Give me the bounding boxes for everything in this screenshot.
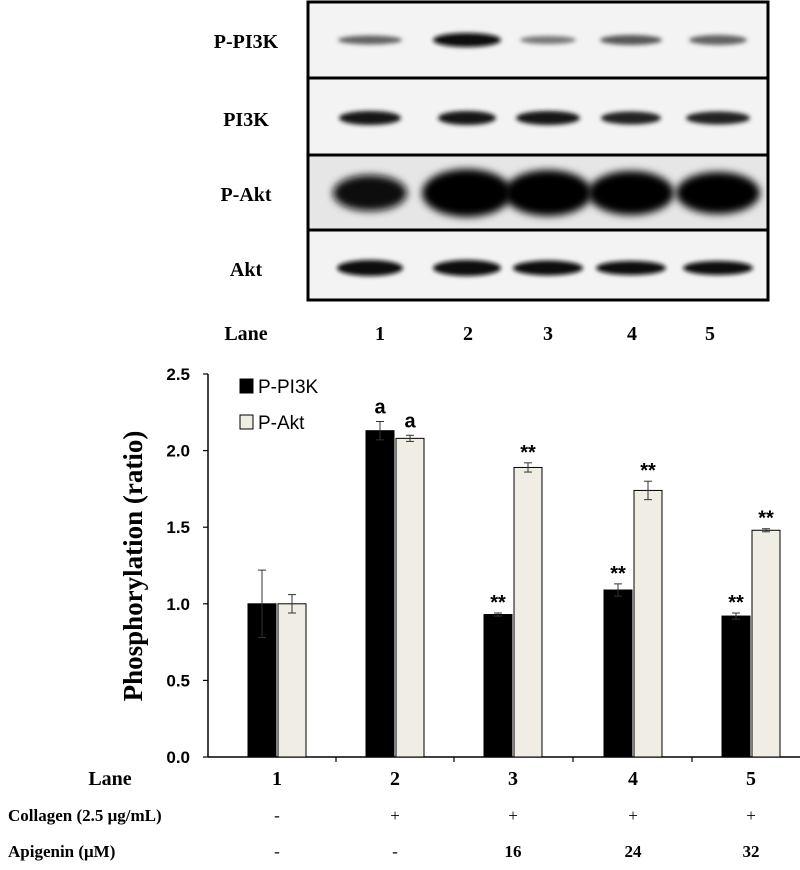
x-tick-label: 1 <box>272 768 282 790</box>
blot-row-2: PI3K <box>223 76 770 157</box>
y-tick-label: 2.5 <box>166 365 190 384</box>
blot-band <box>337 260 403 276</box>
y-tick-label: 2.0 <box>166 442 190 461</box>
condition-value: + <box>390 806 400 825</box>
significance-label: ** <box>758 508 774 530</box>
bar-ppi3k-lane-3 <box>483 614 513 758</box>
bar-ppi3k-lane-2 <box>365 430 395 758</box>
bar-pakt-lane-3 <box>513 466 543 758</box>
bar-pakt-lane-4 <box>633 489 663 758</box>
blot-band <box>683 261 753 275</box>
blot-lane-number: 4 <box>627 323 637 345</box>
y-tick-label: 1.5 <box>166 518 190 537</box>
bar-ppi3k-lane-5 <box>721 615 751 758</box>
blot-band <box>600 35 662 45</box>
blot-band <box>689 35 747 45</box>
y-tick-label: 1.0 <box>166 595 190 614</box>
blot-row-1: P-PI3K <box>214 0 770 80</box>
blot-band <box>338 35 402 45</box>
condition-value: 16 <box>505 842 522 861</box>
blot-band <box>686 111 750 125</box>
blot-band <box>676 172 760 214</box>
blot-band <box>601 111 661 125</box>
legend-swatch <box>239 414 254 430</box>
blot-row-4: Akt <box>230 228 770 302</box>
blot-band <box>422 169 512 217</box>
significance-label: ** <box>520 442 536 464</box>
condition-value: + <box>508 806 518 825</box>
y-axis-label: Phosphorylation (ratio) <box>118 431 148 702</box>
legend-label: P-Akt <box>258 413 305 434</box>
x-tick-label: 3 <box>508 768 518 790</box>
blot-band <box>333 175 407 211</box>
condition-value: 24 <box>625 842 643 861</box>
significance-label: ** <box>610 563 626 585</box>
condition-value: + <box>746 806 756 825</box>
blot-lane-number: 1 <box>375 323 385 345</box>
bar-pakt-lane-1 <box>277 603 307 758</box>
condition-value: - <box>392 842 398 861</box>
blot-lane-number: 2 <box>463 323 473 345</box>
significance-label: ** <box>728 592 744 614</box>
condition-label: Apigenin (μM) <box>8 842 115 861</box>
blot-row-label: P-PI3K <box>214 31 279 53</box>
blot-row-label: Akt <box>230 259 263 281</box>
blot-band <box>433 33 501 47</box>
condition-label: Collagen (2.5 μg/mL) <box>8 806 162 825</box>
blot-row-label: P-Akt <box>220 184 271 206</box>
blot-lane-number: 3 <box>543 323 553 345</box>
blot-band <box>339 111 401 125</box>
blot-band <box>516 111 580 125</box>
x-tick-label: 5 <box>746 768 756 790</box>
condition-value: - <box>274 806 280 825</box>
significance-label: ** <box>640 460 656 482</box>
condition-value: + <box>628 806 638 825</box>
blot-band <box>438 111 496 125</box>
legend-swatch <box>239 378 254 394</box>
blot-lane-number: 5 <box>705 323 715 345</box>
condition-value: 32 <box>743 842 760 861</box>
significance-label: a <box>404 410 416 432</box>
blot-lane-title: Lane <box>224 323 267 345</box>
y-tick-label: 0.5 <box>166 671 190 690</box>
blot-row-label: PI3K <box>223 109 269 131</box>
bar-pakt-lane-2 <box>395 437 425 758</box>
y-tick-label: 0.0 <box>166 748 190 767</box>
bar-pakt-lane-5 <box>751 529 781 758</box>
blot-band <box>520 36 576 44</box>
legend-label: P-PI3K <box>258 377 319 398</box>
blot-row-3: P-Akt <box>220 153 770 232</box>
bar-ppi3k-lane-4 <box>603 589 633 758</box>
blot-band <box>504 170 592 216</box>
blot-band <box>513 260 583 276</box>
condition-value: - <box>274 842 280 861</box>
x-tick-label: 2 <box>390 768 400 790</box>
x-tick-label: 4 <box>628 768 638 790</box>
blot-band <box>433 260 501 276</box>
x-axis-title: Lane <box>88 768 131 790</box>
significance-label: a <box>374 396 386 418</box>
western-blot-panel: P-PI3K PI3K P-Akt Akt Lane 1 2 3 4 5 <box>214 0 770 345</box>
blot-band <box>596 261 666 275</box>
significance-label: ** <box>490 592 506 614</box>
blot-band <box>588 171 674 215</box>
